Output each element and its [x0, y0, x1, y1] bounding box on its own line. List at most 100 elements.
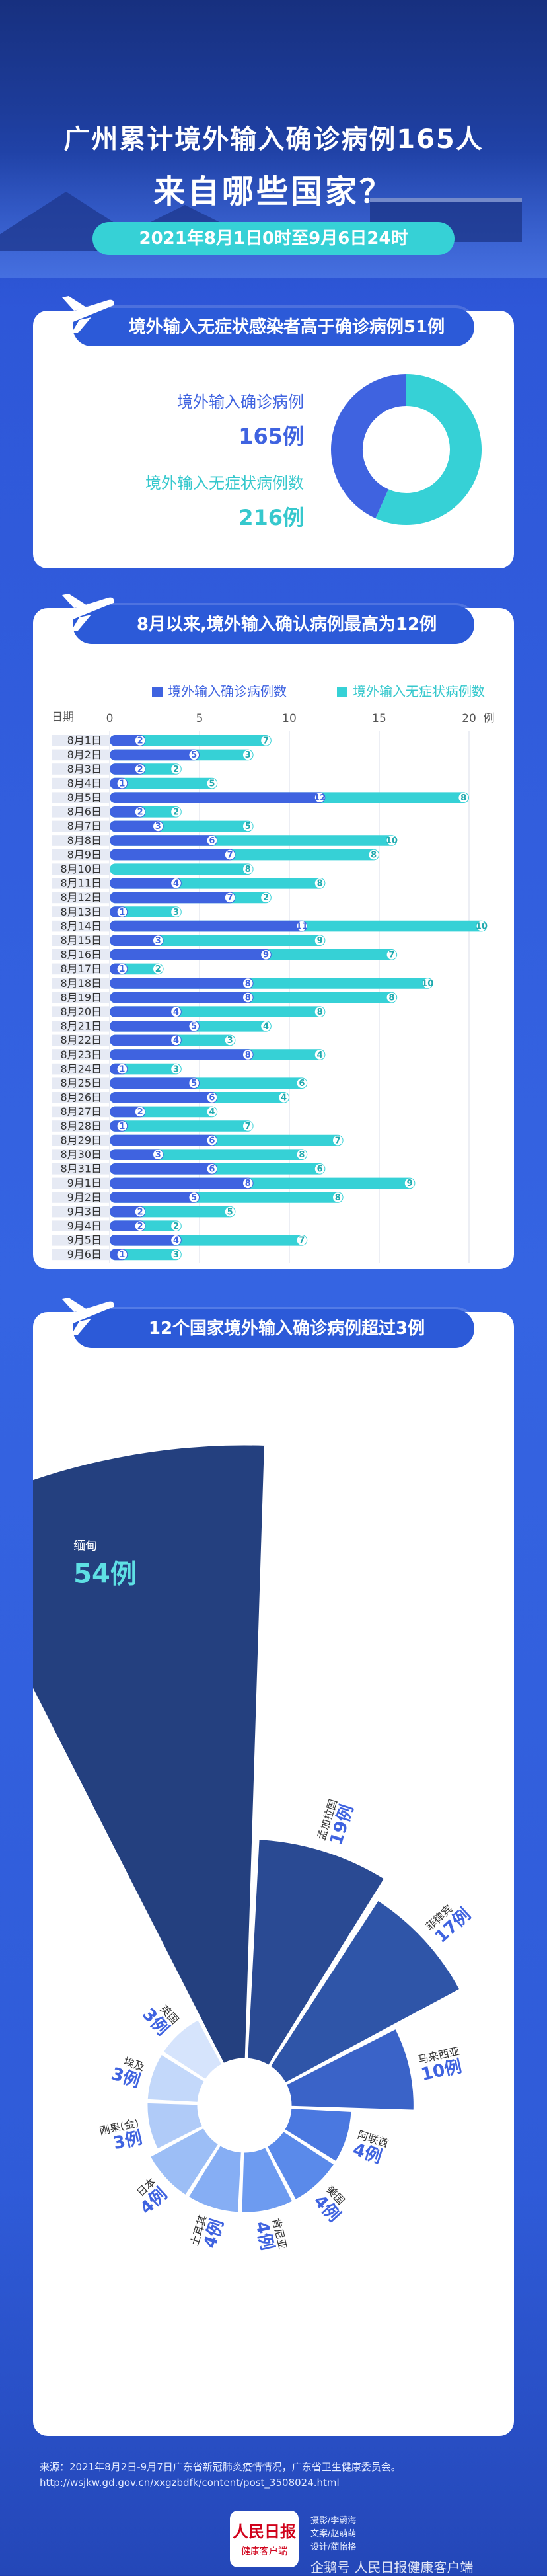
data-label-confirmed: 8 [245, 1179, 251, 1189]
value-bubble [189, 750, 199, 760]
value-bubble [225, 1035, 235, 1046]
rose-label-group: 刚果(金)3例 [98, 2117, 145, 2154]
value-bubble [261, 1021, 271, 1031]
data-label-confirmed: 2 [137, 765, 143, 775]
data-label-asymptomatic: 7 [388, 951, 394, 960]
date-cell [52, 849, 110, 861]
bar-confirmed [110, 949, 272, 960]
data-label-confirmed: 1 [119, 964, 125, 974]
data-label-asymptomatic: 8 [299, 1150, 305, 1160]
value-bubble [261, 736, 271, 746]
date-label: 9月6日 [67, 1248, 102, 1261]
donut-slice [331, 374, 407, 519]
value-bubble [297, 1150, 307, 1159]
airplane-icon [50, 594, 114, 631]
date-cell [52, 749, 110, 761]
x-tick-label: 15 [372, 712, 386, 725]
source-line: 来源：2021年8月2日-9月7日广东省新冠肺炎疫情情况，广东省卫生健康委员会。 [40, 2461, 401, 2473]
data-label-asymptomatic: 4 [281, 1093, 287, 1103]
legend-confirmed-label: 境外输入确诊病例数 [168, 683, 287, 699]
date-label: 9月1日 [67, 1177, 102, 1189]
bar-confirmed [110, 1149, 164, 1160]
value-bubble [189, 1078, 199, 1088]
date-label: 8月24日 [60, 1062, 102, 1075]
date-cell [52, 1134, 110, 1146]
data-label-confirmed: 6 [209, 1165, 215, 1175]
data-label-asymptomatic: 4 [317, 1050, 323, 1060]
date-cell [52, 992, 110, 1003]
data-label-asymptomatic: 7 [299, 1236, 305, 1246]
value-bubble [153, 1150, 163, 1159]
value-bubble [171, 907, 181, 917]
data-label-confirmed: 8 [245, 1050, 251, 1060]
data-label-confirmed: 2 [137, 736, 143, 746]
bar-confirmed [110, 1092, 218, 1103]
date-cell [52, 1220, 110, 1231]
value-bubble [369, 849, 379, 860]
date-label: 8月6日 [67, 806, 102, 818]
country-value: 54例 [73, 1559, 137, 1590]
data-label-confirmed: 6 [209, 836, 215, 846]
donut-chart [331, 374, 482, 525]
value-bubble [135, 1107, 145, 1117]
value-bubble [153, 964, 163, 974]
watermark: 企鹅号 人民日报健康客户端 [310, 2559, 474, 2575]
date-cell [52, 1163, 110, 1175]
source-url[interactable]: http://wsjkw.gd.gov.cn/xxgzbdfk/content/… [40, 2477, 340, 2489]
value-bubble [261, 950, 271, 960]
bar-asymptomatic [110, 863, 254, 875]
value-bubble [171, 878, 181, 888]
date-cell [52, 1235, 110, 1246]
date-cell [52, 906, 110, 917]
value-bubble [135, 1221, 145, 1231]
value-bubble [243, 750, 253, 760]
data-label-asymptomatic: 2 [155, 964, 161, 974]
data-label-confirmed: 5 [191, 1022, 197, 1032]
rose-slice [265, 2129, 336, 2202]
page-subtitle: 来自哪些国家？ [153, 173, 394, 210]
date-cell [52, 1120, 110, 1132]
value-bubble [135, 736, 145, 746]
data-label-asymptomatic: 5 [245, 822, 251, 832]
data-label-asymptomatic: 2 [173, 1222, 179, 1231]
data-label-asymptomatic: 7 [263, 736, 269, 746]
airplane-icon [50, 1298, 114, 1335]
value-bubble [135, 764, 145, 774]
bar-confirmed [110, 1192, 200, 1203]
donut-slice [375, 374, 482, 525]
value-bubble [314, 1007, 325, 1017]
date-label: 8月19日 [60, 991, 102, 1003]
value-bubble [261, 892, 271, 903]
date-cell [52, 820, 110, 832]
value-bubble [297, 1078, 307, 1088]
logo-subtitle: 健康客户端 [241, 2546, 287, 2557]
date-label: 8月17日 [60, 962, 102, 975]
data-label-asymptomatic: 8 [460, 793, 466, 803]
date-label: 8月14日 [60, 919, 102, 932]
date-cell [52, 1177, 110, 1189]
legend-asymptomatic-label: 境外输入无症状病例数 [353, 683, 485, 699]
bar-confirmed [110, 1006, 182, 1017]
x-axis-unit: 例 [484, 712, 495, 725]
rose-slice [145, 2052, 207, 2104]
data-label-asymptomatic: 9 [317, 936, 323, 946]
data-label-asymptomatic: 5 [209, 779, 215, 789]
airplane-icon [50, 296, 114, 333]
data-label-asymptomatic: 6 [299, 1079, 305, 1089]
data-label-asymptomatic: 7 [335, 1136, 341, 1146]
data-label-asymptomatic: 3 [245, 750, 251, 760]
value-bubble [207, 1135, 217, 1146]
value-bubble [314, 793, 325, 802]
date-label: 8月5日 [67, 791, 102, 804]
data-label-confirmed: 4 [173, 879, 179, 889]
date-label: 8月4日 [67, 777, 102, 789]
date-cell [52, 920, 110, 932]
